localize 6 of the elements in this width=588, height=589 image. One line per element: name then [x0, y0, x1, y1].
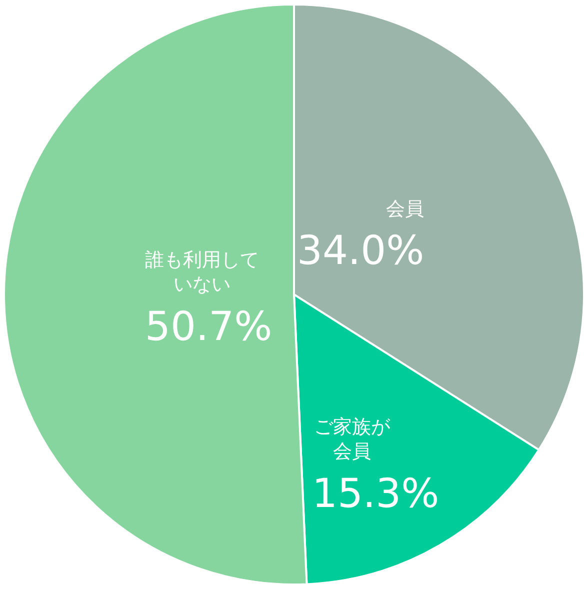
slice-label: 会員 — [386, 198, 424, 220]
data-label: 15.3% — [312, 471, 440, 517]
data-label: 34.0% — [297, 228, 424, 274]
slice-label: ご家族が会員 — [314, 416, 391, 463]
slice-label: 誰も利用していない — [145, 249, 259, 296]
data-label: 50.7% — [145, 304, 272, 350]
